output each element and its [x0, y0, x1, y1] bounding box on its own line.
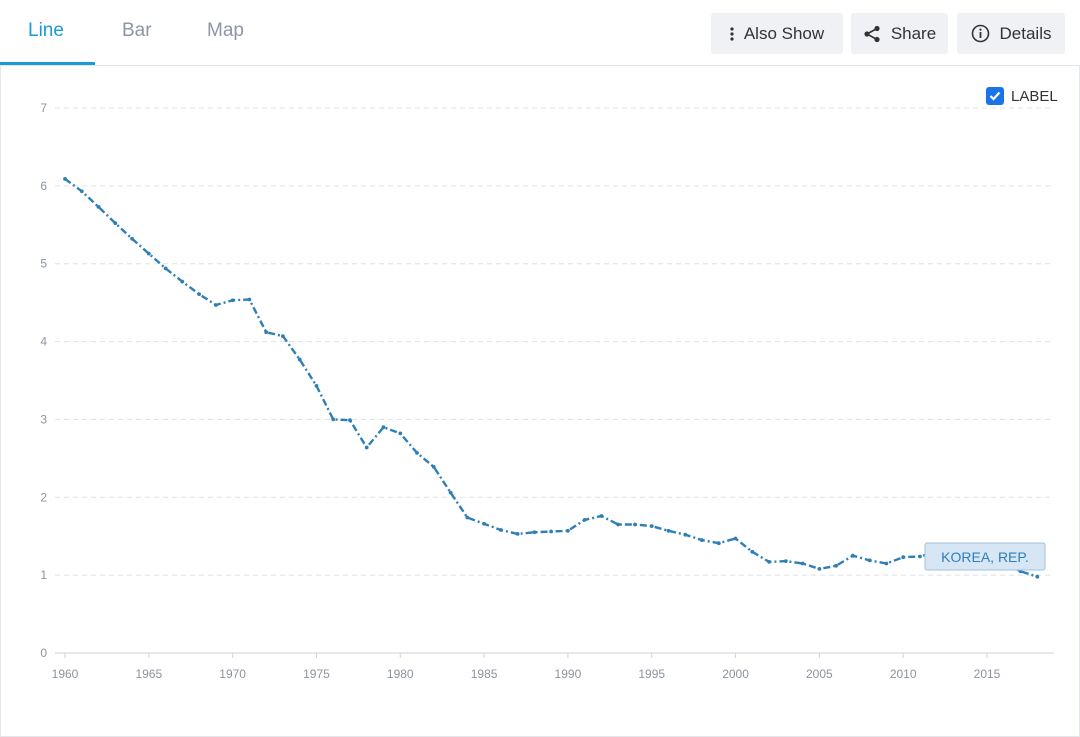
share-button[interactable]: Share	[851, 13, 948, 54]
data-point	[113, 221, 118, 226]
x-tick-label: 1975	[303, 667, 330, 681]
data-point	[264, 330, 269, 335]
x-tick-label: 2005	[806, 667, 833, 681]
data-point	[63, 177, 67, 181]
data-point	[649, 524, 654, 528]
data-point	[817, 567, 822, 571]
x-tick-label: 1985	[471, 667, 498, 681]
series-label-group: KOREA, REP.	[924, 542, 1046, 571]
also-show-button[interactable]: Also Show	[711, 13, 843, 54]
info-icon	[971, 24, 989, 43]
series-label: KOREA, REP.	[941, 549, 1029, 565]
data-point	[297, 357, 302, 362]
data-point	[130, 236, 135, 241]
data-point	[230, 298, 235, 303]
x-tick-label: 1995	[638, 667, 665, 681]
data-point	[633, 522, 637, 527]
data-point	[566, 528, 570, 533]
also-show-label: Also Show	[743, 23, 825, 43]
active-tab-indicator	[0, 62, 95, 65]
y-tick-label: 0	[40, 646, 47, 660]
data-point	[197, 292, 202, 296]
data-point	[79, 189, 84, 194]
legend-label-toggle[interactable]: LABEL	[986, 86, 1058, 106]
share-icon	[864, 25, 880, 42]
data-point	[214, 303, 218, 307]
data-point	[750, 549, 755, 554]
data-point	[281, 334, 285, 338]
data-point	[666, 528, 671, 533]
data-point	[716, 541, 721, 546]
y-tick-label: 2	[40, 490, 47, 504]
series-line	[64, 177, 1038, 578]
series-label-box	[924, 542, 1046, 571]
grid-lines	[55, 107, 1054, 576]
y-tick-label: 4	[40, 335, 47, 349]
data-point	[381, 425, 386, 430]
x-tick-label: 1960	[52, 667, 79, 681]
share-label: Share	[890, 23, 937, 43]
data-point	[767, 560, 771, 564]
y-tick-label: 3	[40, 412, 47, 426]
series-korea	[63, 177, 1040, 579]
x-tick-label: 2000	[722, 667, 749, 681]
label-checkbox[interactable]	[986, 87, 1004, 105]
data-point	[364, 445, 369, 450]
top-bar: Line Bar Map Also Show Share Details	[0, 0, 1080, 66]
data-point	[532, 530, 537, 535]
tab-bar[interactable]: Bar	[122, 20, 152, 41]
data-point	[348, 418, 352, 423]
x-tick-label: 2010	[890, 667, 917, 681]
tab-line[interactable]: Line	[28, 20, 64, 41]
data-point	[901, 555, 906, 560]
data-point	[884, 561, 889, 566]
data-point	[180, 279, 185, 284]
data-point	[146, 251, 151, 256]
data-point	[1035, 574, 1040, 579]
data-point	[683, 532, 688, 537]
tab-map[interactable]: Map	[207, 20, 244, 41]
data-point	[465, 515, 470, 520]
x-tick-label: 1990	[555, 667, 582, 681]
data-point	[515, 532, 520, 536]
data-point	[851, 553, 855, 558]
x-tick-label: 1965	[135, 667, 162, 681]
x-tick-label: 1980	[387, 667, 414, 681]
x-tick-label: 1970	[219, 667, 246, 681]
data-point	[247, 297, 252, 302]
vertical-dots-icon	[730, 26, 734, 41]
data-point	[431, 465, 436, 469]
data-point	[499, 528, 503, 532]
data-point	[700, 538, 704, 542]
data-point	[918, 554, 922, 559]
x-tick-label: 2015	[974, 667, 1001, 681]
data-point	[482, 521, 486, 526]
data-point	[733, 536, 738, 541]
data-point	[415, 451, 419, 455]
legend-text: LABEL	[1011, 87, 1058, 105]
data-point	[398, 431, 403, 436]
data-point	[783, 559, 788, 563]
details-label: Details	[999, 23, 1052, 43]
data-point	[549, 529, 553, 534]
y-tick-label: 7	[40, 101, 47, 115]
y-tick-label: 5	[40, 257, 47, 271]
data-point	[834, 563, 838, 568]
details-button[interactable]: Details	[957, 13, 1065, 54]
data-point	[582, 518, 587, 522]
data-point	[867, 558, 872, 563]
y-tick-label: 6	[40, 179, 47, 193]
checkmark-icon	[989, 91, 1001, 101]
data-point	[331, 417, 336, 422]
data-point	[448, 490, 453, 495]
data-point	[96, 205, 101, 209]
data-point	[800, 561, 805, 566]
data-point	[314, 384, 319, 388]
data-point	[163, 266, 168, 271]
y-tick-label: 1	[40, 568, 47, 582]
data-point	[616, 522, 621, 527]
axes: 0 1 2 3 4 5 6 7 1960 1965 1970 1975 1980 1985 1990 1995…	[40, 101, 1054, 681]
data-point	[599, 514, 604, 518]
